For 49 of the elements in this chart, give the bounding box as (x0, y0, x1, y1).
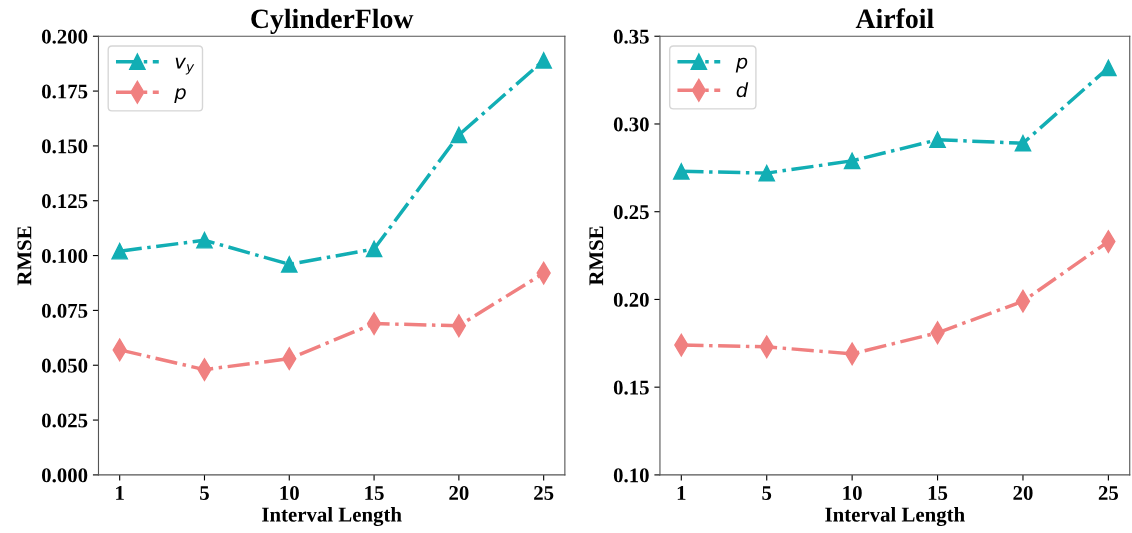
legend-label: p (174, 88, 186, 104)
x-axis-title: Interval Length (825, 506, 965, 527)
legend-label: p (735, 57, 748, 73)
x-tick-label: 5 (762, 486, 772, 500)
point (929, 131, 946, 149)
x-tick-label: 20 (1013, 485, 1033, 500)
point (535, 52, 553, 69)
x-tick-label: 15 (365, 486, 384, 500)
x-axis-title: Interval Length (262, 506, 402, 527)
y-axis-title: RMSE (17, 226, 32, 286)
point (758, 164, 776, 182)
point (672, 163, 690, 180)
y-tick-label: 0.20 (613, 292, 649, 307)
y-tick-label: 0.075 (41, 303, 88, 318)
y-tick-label: 0.15 (613, 380, 649, 395)
y-tick-label: 0.100 (41, 248, 88, 264)
y-tick-label: 0.000 (41, 468, 88, 483)
y-tick-label: 0.025 (41, 413, 88, 428)
x-tick-label: 10 (843, 485, 862, 500)
y-tick-label: 0.30 (613, 117, 649, 132)
y-tick-label: 0.35 (613, 29, 649, 44)
point (1100, 59, 1117, 77)
y-tick-label: 0.25 (613, 205, 649, 220)
legend-label: d (736, 82, 749, 98)
x-tick-label: 20 (449, 485, 469, 500)
y-tick-label: 0.10 (613, 468, 649, 483)
x-tick-label: 25 (1098, 485, 1119, 500)
legend-label: v$_{y}$ (175, 57, 195, 75)
x-tick-label: 1 (677, 486, 686, 500)
y-tick-label: 0.200 (41, 29, 88, 44)
x-tick-label: 1 (116, 486, 124, 500)
x-tick-label: 10 (280, 485, 299, 500)
chart-title: Airfoil (855, 8, 934, 29)
chart-title: CylinderFlow (251, 8, 414, 34)
y-axis-title: RMSE (589, 226, 604, 286)
point (843, 152, 861, 170)
point (365, 240, 383, 258)
y-tick-label: 0.125 (41, 194, 88, 209)
point (1014, 134, 1032, 152)
y-tick-label: 0.175 (41, 84, 88, 99)
y-tick-label: 0.050 (41, 358, 88, 373)
point (280, 256, 298, 273)
point (450, 126, 468, 144)
x-tick-label: 5 (200, 486, 209, 500)
x-tick-label: 15 (928, 486, 948, 500)
point (196, 231, 213, 249)
y-tick-label: 0.150 (41, 139, 88, 154)
x-tick-label: 25 (534, 485, 554, 500)
point (111, 242, 129, 260)
